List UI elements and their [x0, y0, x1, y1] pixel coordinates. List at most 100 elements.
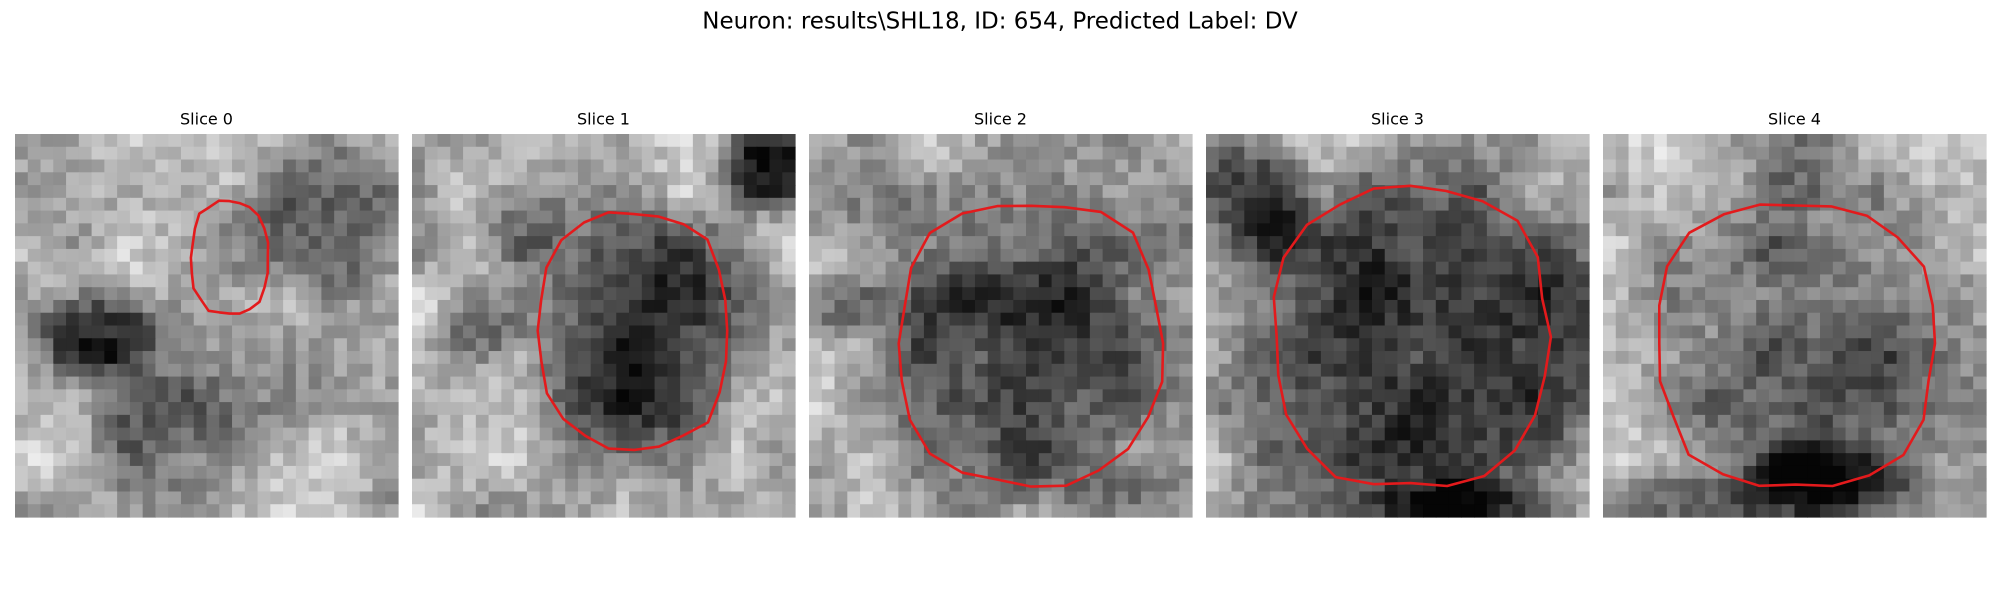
pixel [1206, 236, 1220, 250]
pixel [1206, 414, 1220, 429]
pixel [193, 134, 208, 148]
pixel [424, 427, 439, 441]
pixel [450, 185, 464, 199]
pixel [974, 236, 989, 250]
pixel [1397, 376, 1411, 390]
pixel [603, 325, 617, 339]
pixel [1333, 402, 1348, 416]
pixel [949, 478, 963, 493]
pixel [603, 172, 617, 186]
pixel [180, 210, 195, 224]
pixel [577, 389, 592, 403]
pixel [514, 402, 528, 416]
pixel [193, 376, 208, 390]
pixel [1563, 478, 1577, 493]
pixel [821, 274, 836, 288]
pixel [66, 363, 80, 378]
pixel [1474, 427, 1488, 441]
pixel [450, 312, 464, 327]
pixel [821, 172, 836, 186]
pixel [603, 351, 617, 365]
pixel [346, 134, 361, 148]
pixel [809, 274, 823, 288]
pixel [1269, 414, 1284, 429]
pixel [1832, 223, 1847, 237]
pixel [193, 440, 208, 454]
pixel [1244, 172, 1258, 186]
pixel [155, 299, 169, 314]
pixel [1384, 389, 1399, 403]
pixel [1807, 287, 1821, 301]
pixel [219, 248, 233, 263]
pixel [257, 491, 271, 505]
pixel [1077, 236, 1091, 250]
pixel [321, 338, 335, 352]
pixel [1781, 261, 1796, 276]
pixel [974, 363, 989, 378]
pixel [501, 427, 515, 441]
pixel [91, 210, 105, 224]
pixel [629, 504, 643, 518]
pixel [590, 299, 605, 314]
pixel [463, 402, 477, 416]
pixel [1550, 210, 1565, 224]
pixel [283, 504, 297, 518]
pixel [936, 402, 951, 416]
pixel [782, 376, 796, 390]
pixel [872, 172, 887, 186]
pixel [1206, 453, 1220, 467]
pixel [27, 287, 42, 301]
pixel [155, 236, 169, 250]
pixel [437, 248, 451, 263]
pixel [346, 504, 361, 518]
pixel [463, 134, 477, 148]
pixel [1320, 248, 1335, 263]
pixel [1384, 312, 1399, 327]
pixel [769, 504, 783, 518]
pixel [78, 338, 93, 352]
pixel [565, 465, 579, 480]
pixel [308, 146, 322, 161]
image-panel [1603, 134, 1987, 518]
pixel [1013, 504, 1027, 518]
pixel [616, 299, 630, 314]
pixel [769, 210, 783, 224]
pixel [437, 427, 451, 441]
pixel [616, 491, 630, 505]
pixel [1768, 210, 1783, 224]
pixel [1474, 389, 1488, 403]
pixel [232, 274, 246, 288]
pixel [180, 453, 195, 467]
pixel [1320, 504, 1335, 518]
pixel [308, 465, 322, 480]
pixel [1512, 287, 1526, 301]
pixel [705, 185, 719, 199]
pixel [308, 376, 322, 390]
pixel [1525, 134, 1539, 148]
pixel [1320, 427, 1335, 441]
pixel [654, 299, 668, 314]
pixel [1140, 427, 1155, 441]
pixel [526, 363, 541, 378]
pixel [40, 427, 54, 441]
pixel [66, 478, 80, 493]
pixel [53, 351, 67, 365]
pixel [898, 504, 912, 518]
pixel [1461, 261, 1475, 276]
pixel [463, 287, 477, 301]
pixel [463, 197, 477, 212]
pixel [308, 414, 322, 429]
pixel [1628, 146, 1642, 161]
pixel [155, 363, 169, 378]
pixel [1435, 338, 1450, 352]
pixel [270, 274, 284, 288]
pixel [1448, 223, 1462, 237]
pixel [40, 236, 54, 250]
pixel [1371, 248, 1386, 263]
pixel [1206, 197, 1220, 212]
pixel [962, 223, 976, 237]
pixel [91, 172, 105, 186]
pixel [923, 504, 938, 518]
pixel [257, 325, 271, 339]
pixel [1525, 478, 1539, 493]
